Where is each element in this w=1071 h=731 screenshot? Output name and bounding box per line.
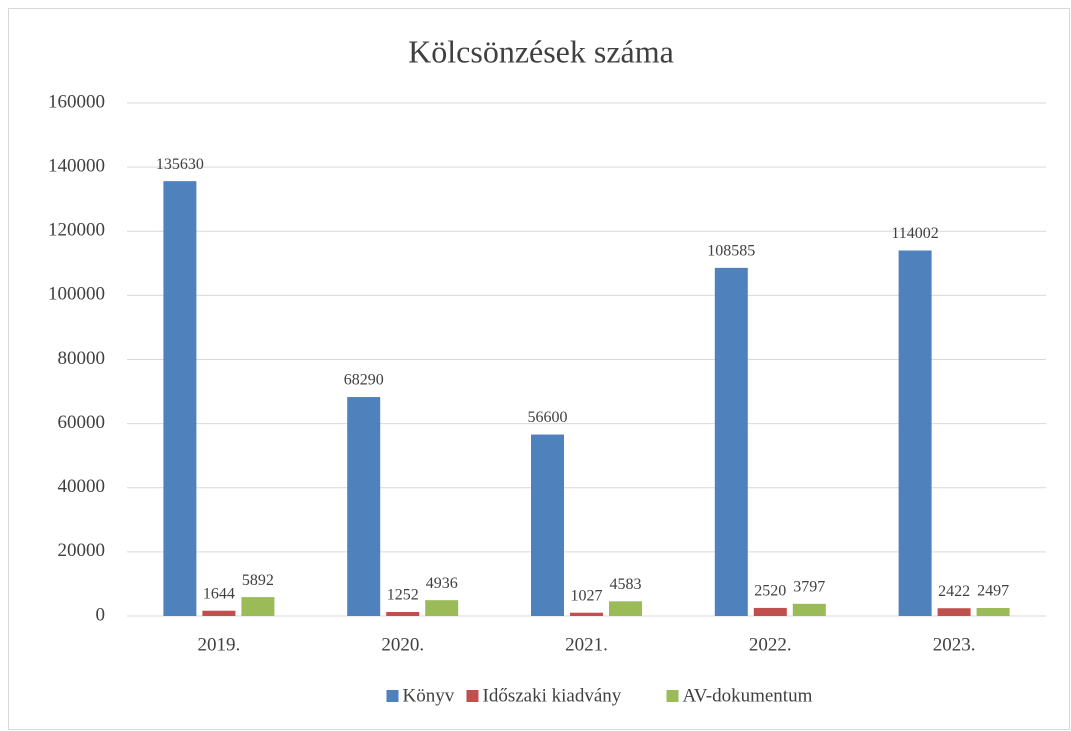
bar (714, 267, 748, 616)
data-label: 108585 (707, 243, 755, 260)
bar (386, 611, 420, 616)
x-tick-label: 2020. (381, 634, 424, 655)
data-label: 68290 (344, 372, 384, 389)
data-label: 5892 (242, 572, 274, 589)
data-label: 56600 (528, 409, 568, 426)
data-label: 114002 (891, 225, 938, 242)
data-label: 1644 (203, 585, 235, 602)
data-label: 4583 (610, 576, 642, 593)
legend-label: Könyv (403, 685, 455, 706)
bar (347, 397, 381, 616)
y-tick-label: 0 (96, 604, 106, 625)
x-tick-label: 2022. (749, 634, 792, 655)
data-label: 1252 (387, 587, 419, 604)
data-label: 2422 (938, 583, 970, 600)
legend-label: AV-dokumentum (683, 685, 813, 706)
bar (570, 612, 603, 616)
data-label: 3797 (793, 578, 825, 595)
bar (976, 607, 1010, 616)
bar (531, 434, 564, 616)
data-label: 1027 (571, 587, 603, 604)
data-label: 4936 (426, 575, 458, 592)
chart-title: Kölcsönzések száma (408, 33, 674, 69)
legend-swatch (466, 690, 479, 702)
y-tick-label: 40000 (58, 476, 106, 497)
bar (792, 603, 826, 616)
bar (753, 607, 787, 616)
bar (609, 601, 642, 616)
bar (425, 600, 459, 616)
data-label: 2520 (754, 583, 786, 600)
y-tick-label: 20000 (58, 540, 106, 561)
y-tick-label: 60000 (58, 412, 106, 433)
y-tick-label: 120000 (48, 220, 105, 241)
legend-swatch (386, 690, 399, 702)
bar (163, 181, 197, 617)
bar (937, 608, 971, 616)
data-label: 2497 (977, 583, 1009, 600)
x-tick-label: 2021. (565, 634, 608, 655)
bar (241, 597, 275, 616)
bar (202, 610, 236, 616)
y-tick-label: 160000 (48, 91, 105, 112)
y-tick-label: 80000 (58, 348, 106, 369)
y-tick-label: 140000 (48, 155, 105, 176)
x-tick-label: 2023. (933, 634, 976, 655)
data-label: 135630 (156, 156, 204, 173)
x-tick-label: 2019. (198, 634, 241, 655)
legend-label: Időszaki kiadvány (483, 685, 622, 706)
y-tick-label: 100000 (48, 284, 105, 305)
bar (898, 250, 932, 617)
legend-swatch (666, 690, 679, 702)
